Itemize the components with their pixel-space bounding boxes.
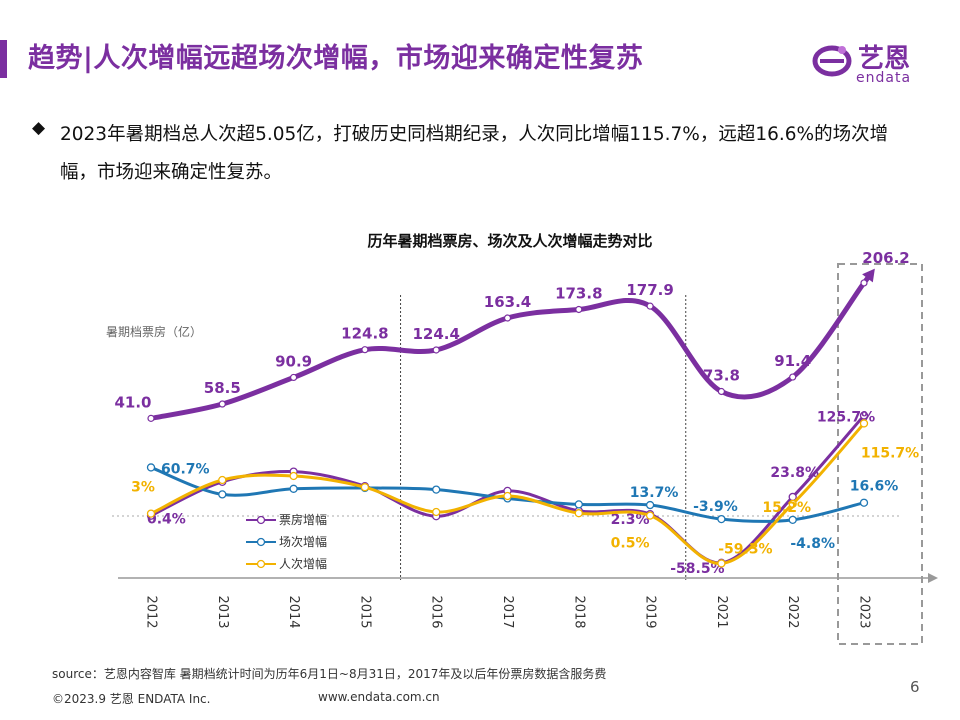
box-office-point-2012: [147, 414, 155, 422]
box-office-point-2021: [717, 387, 726, 396]
series-2-point-2013: [218, 490, 227, 499]
x-tick-label-2023: 2023: [857, 595, 872, 628]
legend-marker-2: [256, 537, 266, 547]
box-office-series-label: 暑期档票房（亿）: [106, 324, 202, 339]
legend-marker-1: [256, 515, 266, 525]
x-tick-label-2019: 2019: [643, 595, 658, 628]
legend-marker-3: [256, 559, 266, 569]
x-tick-label-2016: 2016: [429, 595, 444, 628]
page-title: 趋势|人次增幅远超场次增幅，市场迎来确定性复苏: [28, 43, 644, 74]
box-office-value-label-2017: 163.4: [484, 293, 531, 311]
series-2-label-2021: -3.9%: [693, 499, 738, 515]
series-2-label-2012: 60.7%: [161, 461, 210, 477]
series-3-label-2022: 15.2%: [762, 500, 811, 516]
series-3-label-2019: 0.5%: [611, 536, 650, 552]
series-3-point-2013: [218, 475, 227, 485]
series-2-label-2022: -4.8%: [790, 536, 835, 552]
series-3-point-2012: [146, 509, 156, 518]
box-office-value-label-2019: 177.9: [626, 281, 673, 299]
series-3-label-2021: -59.3%: [718, 541, 772, 557]
series-3-point-2019: [645, 511, 655, 520]
series-1-label-2019: 2.3%: [611, 512, 650, 528]
footer-copyright: ©2023.9 艺恩 ENDATA Inc.: [52, 692, 211, 706]
series-2-label-2019: 13.7%: [630, 485, 679, 501]
x-axis-arrow: [928, 573, 938, 583]
series-2-point-2019: [645, 500, 655, 510]
box-office-series: 41.0 58.5 90.9 124.8 124.4 163.4 173.8 177.9 73.…: [114, 249, 910, 422]
box-office-point-2019: [646, 302, 654, 310]
series-1-label-2012: 0.4%: [147, 512, 186, 528]
box-office-point-2013: [218, 400, 226, 408]
series-2-point-2014: [289, 484, 298, 493]
series-3-point-2014: [289, 471, 298, 481]
diamond-bullet-icon: ◆: [32, 118, 46, 138]
chart-guides: [112, 263, 923, 645]
series-2-point-2021: [717, 514, 726, 524]
box-office-point-2022: [789, 373, 797, 381]
series-3-point-2015: [360, 483, 370, 492]
series-2-label-2023: 16.6%: [850, 479, 899, 495]
x-tick-label-2022: 2022: [785, 595, 800, 628]
box-office-line: [150, 281, 866, 421]
series-3-point-2018: [574, 509, 583, 518]
series-3-point-2017: [503, 491, 512, 501]
page-number: 6: [910, 678, 920, 696]
box-office-arrow-head: [862, 268, 875, 283]
series-3-point-2023: [859, 419, 869, 428]
box-office-point-2014: [290, 373, 298, 382]
chart-title: 历年暑期档票房、场次及人次增幅走势对比: [367, 232, 652, 250]
series-3-point-2022: [788, 499, 797, 508]
endata-logo: 艺恩 endata: [812, 38, 932, 88]
logo-english-text: endata: [856, 70, 912, 86]
box-office-value-label-2018: 173.8: [555, 284, 602, 302]
x-tick-label-2017: 2017: [500, 595, 515, 628]
box-office-value-label-2021: 73.8: [703, 366, 740, 384]
box-office-point-2023: [860, 279, 868, 287]
x-axis: 2012 2013 2014 2015 2016 2017 2018 2019 2021 2022…: [118, 573, 938, 629]
bullet-text: 2023年暑期档总人次超5.05亿，打破历史同档期纪录，人次同比增幅115.7%…: [60, 124, 889, 183]
box-office-point-2016: [432, 346, 440, 354]
footer-url: www.endata.com.cn: [318, 690, 440, 704]
x-tick-label-2014: 2014: [286, 595, 301, 628]
x-tick-label-2021: 2021: [714, 595, 729, 628]
series-3-label-2012: 3%: [131, 480, 155, 496]
growth-series: 0.4% 2.3%-58.5%23.8%125.7%60.7%13.7%-3.9%…: [131, 409, 919, 576]
series-1-label-2021: -58.5%: [670, 561, 724, 577]
box-office-value-label-2022: 91.4: [774, 352, 811, 370]
box-office-value-label-2015: 124.8: [341, 325, 388, 343]
box-office-point-2015: [361, 346, 369, 354]
legend-label-1: 票房增幅: [279, 512, 327, 527]
x-tick-label-2012: 2012: [144, 595, 159, 628]
box-office-value-label-2012: 41.0: [114, 393, 151, 411]
box-office-value-label-2014: 90.9: [275, 352, 312, 370]
box-office-value-label-2023: 206.2: [862, 249, 909, 267]
series-line-1: [150, 414, 866, 565]
x-tick-label-2018: 2018: [571, 595, 586, 628]
series-2-point-2018: [574, 500, 583, 509]
x-tick-label-2013: 2013: [215, 595, 230, 628]
series-3-label-2023: 115.7%: [861, 445, 919, 461]
box-office-point-2018: [575, 305, 583, 314]
series-2-point-2016: [432, 485, 441, 494]
endata-logo-icon: [812, 45, 852, 77]
series-2-point-2012: [146, 463, 156, 472]
series-1-label-2022: 23.8%: [770, 465, 819, 481]
series-3-point-2016: [432, 507, 441, 517]
footer-source: source：艺恩内容智库 暑期档统计时间为历年6月1日~8月31日，2017年…: [52, 667, 607, 681]
title-accent-bar: [0, 40, 7, 78]
logo-chinese-text: 艺恩: [858, 44, 911, 74]
trend-chart: 历年暑期档票房、场次及人次增幅走势对比 暑期档票房（亿） 41.0 58.5 90.…: [106, 232, 938, 645]
legend-label-3: 人次增幅: [279, 556, 327, 571]
box-office-point-2017: [503, 314, 512, 322]
legend-label-2: 场次增幅: [279, 534, 327, 549]
series-2-point-2022: [788, 515, 797, 524]
box-office-value-label-2016: 124.4: [412, 325, 459, 343]
box-office-value-label-2013: 58.5: [204, 379, 241, 397]
series-3-point-2021: [717, 559, 726, 568]
series-line-3: [150, 422, 866, 565]
series-2-point-2023: [859, 498, 869, 507]
series-1-point-2023: [859, 411, 869, 420]
x-tick-label-2015: 2015: [357, 595, 372, 628]
